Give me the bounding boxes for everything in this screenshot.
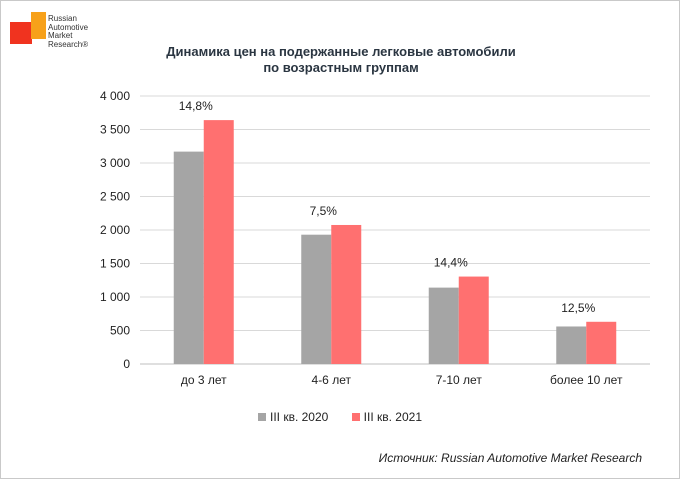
source-note: Источник: Russian Automotive Market Rese… (378, 451, 642, 465)
legend-item-2020: III кв. 2020 (258, 410, 328, 424)
legend-label-2020: III кв. 2020 (270, 410, 329, 424)
x-tick-label: 7-10 лет (436, 373, 483, 387)
legend-swatch-2020 (258, 413, 266, 421)
y-tick-label: 3 500 (100, 123, 130, 137)
logo-small-text: нагц (16, 16, 28, 22)
bar-2021-0 (203, 120, 234, 365)
chart-title: Динамика цен на подержанные легковые авт… (131, 44, 551, 76)
legend-swatch-2021 (351, 413, 360, 421)
bar-2020-1 (301, 234, 332, 364)
logo-brand-line: Research® (48, 39, 89, 49)
bar-2020-3 (556, 326, 587, 364)
x-tick-label: более 10 лет (550, 373, 623, 387)
data-annotation: 12,5% (561, 301, 595, 315)
data-annotation: 7,5% (310, 204, 338, 218)
logo-brand-line: Russian (48, 14, 77, 23)
logo-brand-line: Market (48, 31, 73, 40)
logo-red-square (10, 22, 32, 44)
bar-2021-2 (458, 276, 489, 364)
x-tick-label: 4-6 лет (312, 373, 352, 387)
y-tick-label: 1 000 (100, 290, 130, 304)
logo-orange-square (31, 12, 46, 39)
y-tick-label: 3 000 (100, 156, 130, 170)
bar-2020-2 (428, 287, 459, 364)
legend: III кв. 2020 III кв. 2021 (0, 410, 680, 424)
x-tick-label: до 3 лет (181, 373, 227, 387)
bar-2021-3 (586, 321, 617, 364)
y-tick-label: 2 000 (100, 223, 130, 237)
y-tick-label: 0 (123, 357, 130, 371)
y-tick-label: 4 000 (100, 89, 130, 103)
logo-brand: Russian Automotive Market Research® (48, 14, 89, 49)
data-annotation: 14,4% (434, 256, 468, 270)
logo: нагц Russian Automotive Market Research® (9, 9, 89, 69)
data-annotation: 14,8% (179, 99, 213, 113)
logo-brand-line: Automotive (48, 22, 89, 32)
bar-2020-0 (173, 151, 204, 364)
legend-label-2021: III кв. 2021 (363, 410, 422, 424)
bar-2021-1 (331, 224, 362, 364)
chart-title-line-1: Динамика цен на подержанные легковые авт… (166, 44, 516, 59)
chart-title-line-2: по возрастным группам (263, 60, 419, 75)
y-tick-label: 500 (110, 324, 130, 338)
y-tick-label: 1 500 (100, 257, 130, 271)
y-tick-label: 2 500 (100, 190, 130, 204)
legend-item-2021: III кв. 2021 (351, 410, 422, 424)
